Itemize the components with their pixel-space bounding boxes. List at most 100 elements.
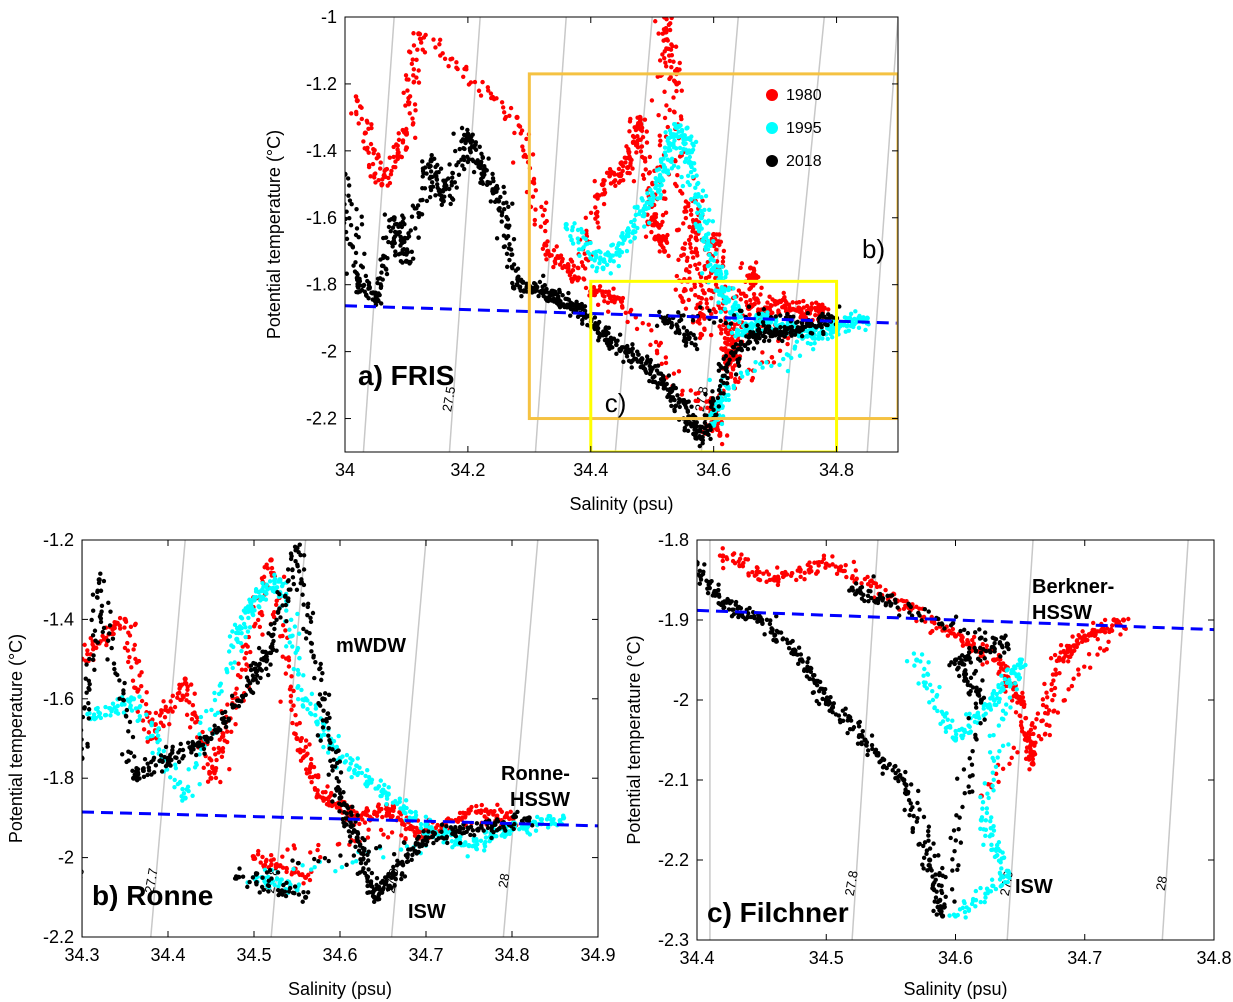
data-point xyxy=(476,828,481,833)
data-point xyxy=(361,852,366,857)
data-point xyxy=(278,699,283,704)
data-point xyxy=(420,174,425,179)
data-point xyxy=(794,300,799,305)
data-point xyxy=(250,875,256,880)
data-point xyxy=(140,768,146,773)
data-point xyxy=(291,688,296,694)
data-point xyxy=(162,715,168,720)
data-point xyxy=(264,870,270,875)
data-point xyxy=(320,725,326,730)
data-point xyxy=(730,367,736,372)
data-point xyxy=(504,814,510,820)
y-axis-label: Potential temperature (°C) xyxy=(264,130,284,339)
data-point xyxy=(354,226,360,231)
data-point xyxy=(697,261,702,266)
data-point xyxy=(366,827,371,832)
data-point xyxy=(134,660,139,665)
data-point xyxy=(212,771,217,776)
data-point xyxy=(642,224,647,229)
data-point xyxy=(603,332,609,338)
data-point xyxy=(338,853,343,858)
data-point xyxy=(104,642,109,648)
data-point xyxy=(389,830,395,835)
data-point xyxy=(290,890,296,896)
data-point xyxy=(596,319,602,325)
data-point xyxy=(607,167,613,172)
data-point xyxy=(275,609,281,614)
isopycnal-label: 27.8 xyxy=(842,869,861,897)
data-point xyxy=(445,840,450,846)
data-point xyxy=(748,297,753,303)
y-tick-label: -1.4 xyxy=(43,609,74,629)
data-point xyxy=(221,715,227,721)
data-point xyxy=(284,608,289,613)
data-point xyxy=(490,191,496,196)
isopycnal-line xyxy=(448,17,481,452)
data-point xyxy=(102,713,108,718)
data-point xyxy=(378,283,384,289)
data-point xyxy=(188,682,194,687)
data-point xyxy=(748,329,753,335)
data-point xyxy=(693,185,698,191)
data-point xyxy=(646,205,651,211)
data-point xyxy=(661,319,666,324)
data-point xyxy=(766,338,772,343)
data-point xyxy=(401,251,407,257)
data-point xyxy=(146,730,152,735)
data-point xyxy=(224,666,229,672)
data-point xyxy=(355,813,360,818)
x-tick-label: 34 xyxy=(335,460,355,480)
y-tick-label: -2.2 xyxy=(43,927,74,947)
data-point xyxy=(792,344,798,349)
data-point xyxy=(207,771,212,776)
data-point xyxy=(580,321,585,326)
data-point xyxy=(383,235,389,240)
data-point xyxy=(653,214,659,220)
data-point xyxy=(694,436,699,441)
data-point xyxy=(615,295,620,300)
data-point xyxy=(602,191,607,196)
data-point xyxy=(359,770,365,776)
data-point xyxy=(350,244,355,249)
data-point xyxy=(607,252,612,257)
data-point xyxy=(295,870,301,875)
data-point xyxy=(510,280,515,286)
data-point xyxy=(461,146,466,151)
data-point xyxy=(414,57,419,63)
data-point xyxy=(222,738,227,743)
data-point xyxy=(708,332,714,338)
data-point xyxy=(337,791,343,796)
data-point xyxy=(482,172,487,177)
data-point xyxy=(77,754,81,758)
data-point xyxy=(313,660,318,665)
data-point xyxy=(762,329,768,335)
data-point xyxy=(657,143,663,148)
data-point xyxy=(296,671,301,676)
data-point xyxy=(295,696,301,702)
data-point xyxy=(327,738,332,743)
data-point xyxy=(606,343,611,349)
data-point xyxy=(714,247,719,252)
data-point xyxy=(544,286,549,292)
data-point xyxy=(627,129,632,134)
data-point xyxy=(198,720,203,725)
x-tick-label: 34.8 xyxy=(494,945,529,965)
data-point xyxy=(702,327,707,332)
data-point xyxy=(773,314,778,319)
data-point xyxy=(358,860,364,866)
data-point xyxy=(276,884,281,889)
data-point xyxy=(223,709,228,715)
data-point xyxy=(126,749,131,754)
isopycnal-line xyxy=(1161,540,1189,940)
data-point xyxy=(702,430,707,436)
data-point xyxy=(862,316,868,321)
data-point xyxy=(306,872,311,878)
data-point xyxy=(826,307,831,312)
data-point xyxy=(719,421,725,427)
data-point xyxy=(700,441,705,446)
data-point xyxy=(763,313,768,318)
data-point xyxy=(742,342,747,348)
data-point xyxy=(640,208,646,213)
data-point xyxy=(657,309,662,315)
data-point xyxy=(538,224,544,229)
